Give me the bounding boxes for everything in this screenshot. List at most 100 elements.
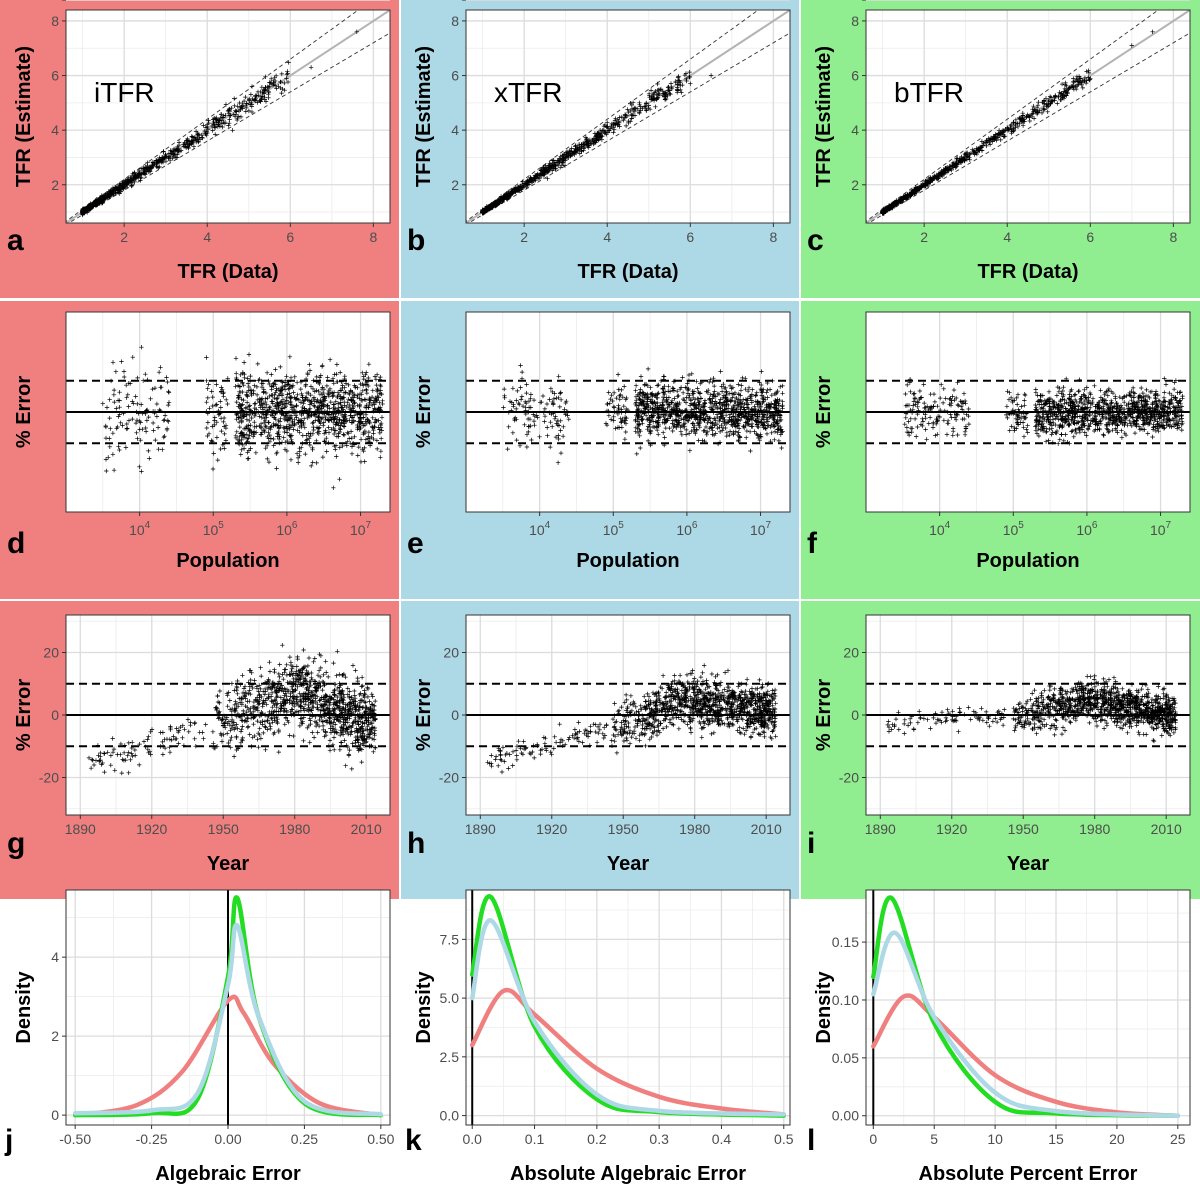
scatter-point [114,406,119,411]
scatter-point [516,188,521,193]
scatter-point [219,385,224,390]
scatter-point [166,400,172,405]
scatter-point [744,428,750,434]
scatter-point [162,434,167,439]
scatter-point [221,419,226,425]
y-tick-label: -20 [39,0,59,3]
scatter-point [300,395,305,400]
scatter-point [544,168,549,173]
scatter-point [246,352,252,357]
scatter-point [233,433,238,438]
scatter-point [376,407,381,412]
scatter-point [712,389,717,394]
scatter-point [646,91,652,96]
scatter-point [772,429,778,434]
scatter-point [657,87,663,93]
scatter-point [358,459,364,465]
scatter-point [263,424,269,430]
scatter-point [912,187,918,192]
scatter-point [265,456,270,462]
y-tick-label: 2 [51,177,59,193]
scatter-point [207,406,212,411]
scatter-point [281,410,286,416]
scatter-point [556,374,561,379]
scatter-point [235,437,241,443]
scatter-point [672,396,677,401]
scatter-point [141,170,146,176]
scatter-point [566,155,571,160]
scatter-point [181,142,186,147]
scatter-point [594,132,600,137]
scatter-point [284,430,290,435]
scatter-point [690,421,696,426]
scatter-point [117,182,122,188]
scatter-point [117,390,122,395]
scatter-point [249,109,255,115]
scatter-point [160,160,166,165]
scatter-point [334,394,340,400]
scatter-point [994,138,999,143]
scatter-point [648,392,653,397]
scatter-point [309,463,314,469]
scatter-point [611,414,616,419]
gridlines [866,10,1190,223]
scatter-point [341,395,346,400]
scatter-point [1065,87,1071,92]
scatter-point [551,396,557,402]
scatter-point [678,429,684,434]
scatter-point [545,176,550,181]
y-tick-label: 4 [851,122,859,138]
panel-letter: a [7,224,24,257]
scatter-point [577,146,583,152]
scatter-point [780,391,785,396]
scatter-point [220,387,225,392]
scatter-point [568,152,574,157]
scatter-point [612,409,617,415]
scatter-point [637,396,642,402]
y-axis-label: % Error [13,376,35,448]
scatter-point [364,420,369,426]
scatter-point [255,100,260,105]
scatter-point [1043,96,1049,101]
scatter-point [282,88,287,93]
scatter-point [276,436,282,442]
scatter-point [304,438,309,443]
scatter-point [675,394,680,399]
scatter-point [346,431,351,436]
scatter-point [1082,75,1088,81]
scatter-point [240,380,245,385]
scatter-point [310,431,316,436]
scatter-point [314,460,319,466]
scatter-point [633,429,638,434]
scatter-point [1061,89,1067,94]
scatter-point [286,386,291,392]
scatter-point [144,408,149,414]
scatter-point [623,418,628,423]
scatter-point [287,354,293,359]
scatter-point [94,197,99,202]
scatter-point [348,388,353,393]
scatter-point [330,416,336,421]
scatter-point [297,449,302,454]
scatter-point [204,425,209,431]
scatter-point [675,422,680,427]
scatter-point [340,443,345,449]
scatter-point [233,108,238,113]
scatter-point [279,71,284,77]
scatter-point [114,185,120,190]
scatter-point [259,85,265,90]
scatter-point [298,400,304,405]
scatter-point [573,143,578,148]
scatter-point [629,116,634,121]
scatter-point [241,413,247,419]
scatter-point [327,357,333,362]
scatter-point [88,203,93,208]
scatter-point [646,103,651,108]
scatter-point [718,369,723,374]
scatter-point [204,378,209,383]
scatter-point [189,141,194,147]
scatter-point [263,399,268,405]
scatter-point [765,380,770,386]
scatter-point [1055,101,1060,106]
scatter-point [351,418,356,423]
